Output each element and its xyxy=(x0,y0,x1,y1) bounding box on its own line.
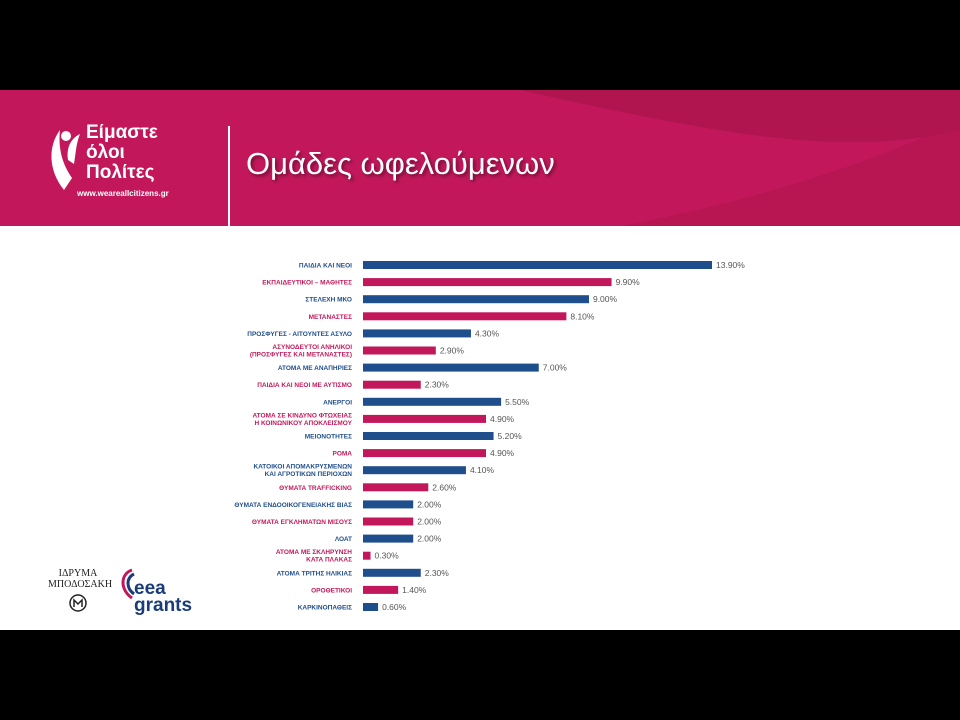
category-label: ΟΡΟΘΕΤΙΚΟΙ xyxy=(311,587,352,594)
bar xyxy=(363,500,414,509)
data-label: 8.10% xyxy=(570,311,595,321)
bar xyxy=(363,517,414,526)
bar xyxy=(363,363,539,372)
data-label: 2.30% xyxy=(425,568,450,578)
category-label: ΘΥΜΑΤΑ ΕΝΔΟΟΙΚΟΓΕΝΕΙΑΚΗΣ ΒΙΑΣ xyxy=(234,502,352,509)
category-label: ΜΕΤΑΝΑΣΤΕΣ xyxy=(309,314,353,321)
bar xyxy=(363,585,399,594)
category-label: ΠΡΟΣΦΥΓΕΣ - ΑΙΤΟΥΝΤΕΣ ΑΣΥΛΟ xyxy=(247,331,352,338)
data-label: 9.00% xyxy=(593,294,618,304)
data-label: 2.00% xyxy=(417,499,442,509)
eea-flag-icon xyxy=(121,568,135,600)
logo-url: www.weareallcitizens.gr xyxy=(77,189,169,198)
bar xyxy=(363,551,371,560)
data-label: 4.30% xyxy=(475,328,500,338)
category-label: ΣΤΕΛΕΧΗ ΜΚΟ xyxy=(305,297,352,304)
category-label: ΕΚΠΑΙΔΕΥΤΙΚΟΙ – ΜΑΘΗΤΕΣ xyxy=(262,280,352,287)
bar-chart: ΠΑΙΔΙΑ ΚΑΙ ΝΕΟΙ 13.90% ΕΚΠΑΙΔΕΥΤΙΚΟΙ – ΜΑΘ… xyxy=(234,260,745,612)
eea-line-2: grants xyxy=(134,595,193,616)
data-label: 13.90% xyxy=(716,260,745,270)
category-label: ΜΕΙΟΝΟΤΗΤΕΣ xyxy=(305,434,352,441)
bar xyxy=(363,466,466,475)
category-label: ΘΥΜΑΤΑ TRAFFICKING xyxy=(279,485,352,492)
idryma-emblem-icon xyxy=(69,594,87,612)
category-label: ΑΣΥΝΟΔΕΥΤΟΙ ΑΝΗΛΙΚΟΙ (ΠΡΟΣΦΥΓΕΣ ΚΑΙ ΜΕΤΑΝ… xyxy=(250,344,352,359)
header-banner: Είμαστε όλοι Πολίτες www.weareallcitizen… xyxy=(0,90,960,226)
data-label: 4.90% xyxy=(490,448,515,458)
data-label: 5.50% xyxy=(505,397,530,407)
category-label: ΠΑΙΔΙΑ ΚΑΙ ΝΕΟΙ xyxy=(299,263,352,270)
bar xyxy=(363,278,612,287)
data-label: 2.00% xyxy=(417,534,442,544)
data-label: 4.90% xyxy=(490,414,515,424)
bar xyxy=(363,346,436,355)
page-title: Ομάδες ωφελούμενων xyxy=(246,146,555,181)
data-label: 0.30% xyxy=(375,551,400,561)
header-divider xyxy=(228,126,230,226)
category-label: ΛΟΑΤ xyxy=(335,536,352,543)
category-label: ΑΝΕΡΓΟΙ xyxy=(323,399,352,406)
data-label: 7.00% xyxy=(543,363,568,373)
logo-text: Είμαστε όλοι Πολίτες xyxy=(86,123,158,183)
category-label: ΑΤΟΜΑ ΜΕ ΑΝΑΠΗΡΙΕΣ xyxy=(278,365,352,372)
banner-swoosh xyxy=(520,90,960,226)
category-label: ΑΤΟΜΑ ΜΕ ΣΚΛΗΡΥΝΣΗ ΚΑΤΑ ΠΛΑΚΑΣ xyxy=(276,549,352,564)
data-label: 0.60% xyxy=(382,602,407,612)
category-label: ΡΟΜΑ xyxy=(333,451,353,458)
bar xyxy=(363,380,421,389)
data-label: 4.10% xyxy=(470,465,495,475)
data-label: 9.90% xyxy=(616,277,641,287)
category-label: ΑΤΟΜΑ ΤΡΙΤΗΣ ΗΛΙΚΙΑΣ xyxy=(277,570,352,577)
category-label: ΠΑΙΔΙΑ ΚΑΙ ΝΕΟΙ ΜΕ ΑΥΤΙΣΜΟ xyxy=(257,382,352,389)
bar xyxy=(363,534,414,543)
bar xyxy=(363,449,487,458)
category-label: ΘΥΜΑΤΑ ΕΓΚΛΗΜΑΤΩΝ ΜΙΣΟΥΣ xyxy=(252,519,352,526)
category-label: ΚΑΤΟΙΚΟΙ ΑΠΟΜΑΚΡΥΣΜΕΝΩΝ ΚΑΙ ΑΓΡΟΤΙΚΩΝ ΠΕΡ… xyxy=(253,464,352,479)
data-label: 2.00% xyxy=(417,517,442,527)
bar xyxy=(363,432,494,440)
bar xyxy=(363,568,421,577)
category-label: ΑΤΟΜΑ ΣΕ ΚΙΝΔΥΝΟ ΦΤΩΧΕΙΑΣ Η ΚΟΙΝΩΝΙΚΟΥ ΑΠ… xyxy=(253,412,353,427)
bar xyxy=(363,397,502,406)
bar xyxy=(363,261,712,269)
data-label: 5.20% xyxy=(498,431,523,441)
bar xyxy=(363,483,429,492)
bar xyxy=(363,312,567,321)
bar xyxy=(363,414,487,423)
data-label: 2.60% xyxy=(432,482,457,492)
data-label: 2.90% xyxy=(440,346,465,356)
category-label: ΚΑΡΚΙΝΟΠΑΘΕΙΣ xyxy=(298,605,352,612)
data-label: 1.40% xyxy=(402,585,427,595)
eea-line-1: eea xyxy=(134,578,166,599)
logo-line-2: όλοι xyxy=(86,142,125,163)
logo-heart-icon xyxy=(51,130,80,190)
bar xyxy=(363,295,589,304)
eea-grants-logo: eea grants xyxy=(134,578,193,616)
logo-line-3: Πολίτες xyxy=(86,162,155,183)
bar xyxy=(363,603,379,611)
logo-line-1: Είμαστε xyxy=(86,122,158,143)
slide: Είμαστε όλοι Πολίτες www.weareallcitizen… xyxy=(0,90,960,630)
idryma-line-1: ΙΔΡΥΜΑ xyxy=(58,568,98,579)
idryma-line-2: ΜΠΟΔΟΣΑΚΗ xyxy=(48,579,113,590)
data-label: 2.30% xyxy=(425,380,450,390)
bar xyxy=(363,329,471,338)
idryma-logo: ΙΔΡΥΜΑ ΜΠΟΔΟΣΑΚΗ xyxy=(48,568,113,616)
